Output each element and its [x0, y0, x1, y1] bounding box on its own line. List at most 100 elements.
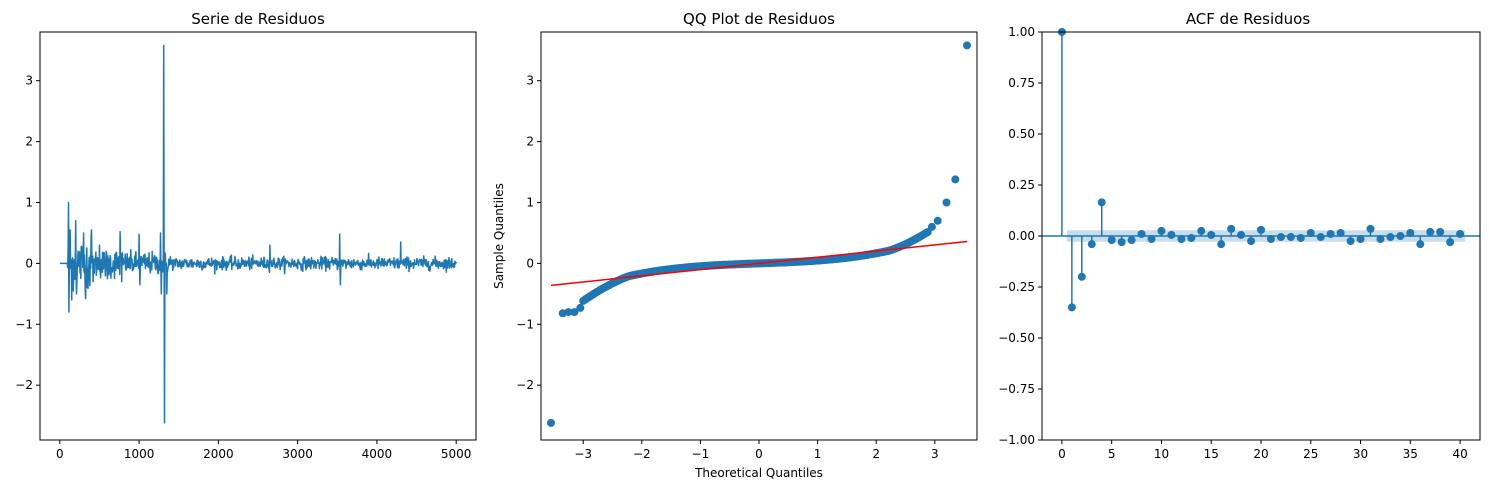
qq-outlier-point [564, 308, 573, 317]
qq-outlier-point [547, 418, 555, 427]
x-tick-label: 5 [1108, 447, 1116, 461]
axes-frame [39, 31, 477, 441]
acf-point [1087, 240, 1096, 249]
x-tick-label: −2 [633, 447, 651, 461]
y-tick-label: 0 [25, 256, 33, 270]
qq-outlier-point [576, 303, 585, 312]
y-tick-label: 0.25 [1008, 178, 1035, 192]
acf-point [1416, 240, 1425, 249]
y-tick-label: 2 [25, 135, 33, 149]
acf-point [1406, 228, 1415, 237]
y-tick-label: 1 [25, 196, 33, 210]
acf-point [1266, 235, 1275, 244]
acf-point [1286, 233, 1295, 242]
y-tick-label: −1 [15, 317, 33, 331]
acf-point [1177, 235, 1186, 244]
axes-frame [540, 31, 978, 441]
acf-point [1366, 224, 1375, 233]
x-tick-label: 25 [1303, 447, 1318, 461]
acf-point [1237, 230, 1246, 239]
acf-point [1336, 228, 1345, 237]
tick-labels: 0 1000 2000 3000 4000 5000 −2 −1 0 1 2 3 [15, 74, 471, 461]
acf-point [1456, 229, 1465, 238]
y-tick-label: −0.25 [998, 280, 1035, 294]
acf-point [1426, 227, 1435, 236]
acf-point [1386, 233, 1395, 242]
acf-point [1217, 240, 1226, 249]
x-tick-label: 35 [1403, 447, 1418, 461]
y-tick-label: −0.75 [998, 382, 1035, 396]
acf-point [1276, 233, 1285, 242]
qq-outlier-point [963, 41, 971, 50]
y-tick-label: −1.00 [998, 433, 1035, 447]
y-tick-label: 0.00 [1008, 229, 1035, 243]
x-tick-label: 1000 [124, 447, 155, 461]
qq-outlier-point [951, 175, 960, 184]
x-tick-label: 3000 [282, 447, 313, 461]
acf-point [1157, 226, 1166, 235]
qq-outlier-point [927, 222, 936, 231]
plot-area [59, 44, 457, 424]
acf-point [1356, 235, 1365, 244]
series-line [59, 44, 457, 424]
panel-acf: ACF de Residuos 0 5 10 15 20 25 30 35 40 −1.00 −0.… [998, 10, 1481, 461]
acf-point [1077, 272, 1086, 281]
acf-point [1346, 237, 1355, 246]
acf-point [1197, 226, 1206, 235]
acf-point [1257, 225, 1265, 234]
tick-labels: −3 −2 −1 0 1 2 3 −2 −1 0 1 2 3 [516, 74, 938, 461]
y-tick-label: −0.50 [998, 331, 1035, 345]
acf-point [1187, 234, 1196, 243]
y-tick-label: −1 [516, 317, 534, 331]
y-tick-label: 0.75 [1008, 76, 1035, 90]
tick-labels: 0 5 10 15 20 25 30 35 40 −1.00 −0.75 −0.50 −0.25 0.00… [998, 25, 1468, 461]
x-tick-label: 40 [1452, 447, 1467, 461]
qq-outlier-point [933, 216, 942, 225]
plot-area [547, 41, 971, 427]
y-tick-label: 0 [526, 256, 534, 270]
acf-point [1306, 228, 1315, 237]
chart-title: ACF de Residuos [1186, 10, 1311, 28]
acf-point [1167, 230, 1176, 239]
x-tick-label: 0 [755, 447, 763, 461]
chart-title: QQ Plot de Residuos [683, 10, 835, 28]
acf-point [1376, 235, 1385, 244]
y-axis-label: Sample Quantiles [492, 183, 506, 289]
acf-point [1127, 236, 1136, 245]
x-tick-label: 3 [931, 447, 939, 461]
x-tick-label: 0 [1058, 447, 1066, 461]
y-tick-label: −2 [516, 378, 534, 392]
y-tick-label: 1 [526, 196, 534, 210]
y-tick-label: 1.00 [1008, 25, 1035, 39]
x-axis-label: Theoretical Quantiles [694, 466, 823, 480]
chart-title: Serie de Residuos [191, 10, 325, 28]
x-tick-label: 15 [1204, 447, 1219, 461]
acf-point [1067, 303, 1076, 312]
acf-point [1137, 229, 1146, 238]
y-tick-label: 3 [25, 74, 33, 88]
x-tick-label: −3 [574, 447, 592, 461]
acf-point [1296, 234, 1305, 243]
axes-frame [1041, 31, 1481, 441]
x-tick-label: 0 [56, 447, 64, 461]
y-tick-label: 3 [526, 74, 534, 88]
acf-point [1326, 229, 1335, 238]
y-tick-label: 0.50 [1008, 127, 1035, 141]
x-tick-label: 20 [1253, 447, 1268, 461]
y-tick-label: 2 [526, 135, 534, 149]
acf-point [1316, 233, 1325, 242]
qq-outlier-point [942, 198, 951, 207]
x-tick-label: 4000 [362, 447, 393, 461]
x-tick-label: 2 [872, 447, 880, 461]
acf-point [1446, 238, 1455, 247]
panel-residual-series: Serie de Residuos 0 1000 2000 3000 4000 5000 −… [15, 10, 477, 461]
acf-point [1107, 236, 1116, 245]
x-tick-label: 30 [1353, 447, 1368, 461]
x-tick-label: 10 [1154, 447, 1169, 461]
x-tick-label: 1 [814, 447, 822, 461]
acf-point [1117, 238, 1126, 247]
panel-qq-plot: QQ Plot de Residuos −3 −2 −1 0 1 2 3 −2 −1 0 1 2 3 T… [492, 10, 978, 480]
acf-point [1097, 198, 1106, 207]
